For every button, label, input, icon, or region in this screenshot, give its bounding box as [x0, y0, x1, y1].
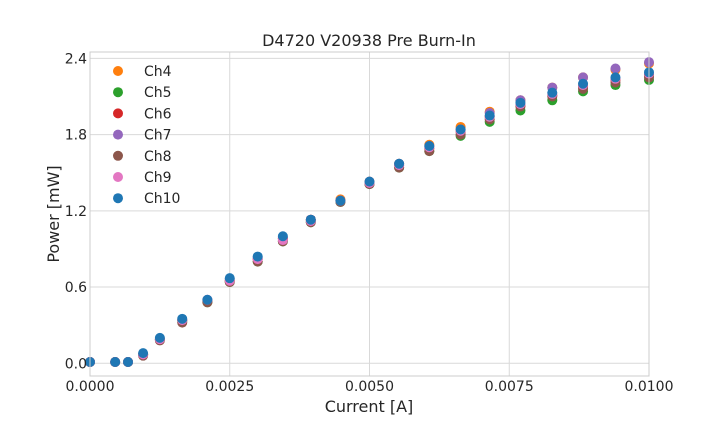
data-point — [110, 357, 121, 368]
x-axis-label: Current [A] — [325, 397, 414, 416]
chart-title: D4720 V20938 Pre Burn-In — [262, 31, 476, 50]
legend-marker — [113, 129, 123, 140]
data-point — [578, 78, 589, 89]
data-point — [610, 72, 621, 83]
x-tick-label: 0.0050 — [345, 379, 394, 395]
data-point — [252, 251, 263, 262]
legend-marker — [113, 172, 123, 182]
data-point — [123, 357, 134, 368]
y-axis-label: Power [mW] — [44, 165, 63, 262]
data-point — [224, 273, 235, 284]
data-point — [424, 141, 435, 152]
legend-label: Ch7 — [144, 128, 172, 144]
x-tick-label: 0.0000 — [66, 379, 115, 395]
legend-marker — [113, 150, 123, 161]
legend-marker — [113, 66, 123, 76]
data-point — [154, 332, 165, 343]
legend-marker — [113, 193, 123, 204]
y-tick-label: 0.6 — [65, 280, 87, 296]
data-point — [364, 176, 375, 187]
x-tick-label: 0.0075 — [485, 379, 534, 395]
y-tick-label: 1.8 — [65, 128, 87, 144]
data-point — [138, 348, 149, 359]
y-tick-label: 2.4 — [65, 51, 87, 67]
plot-frame — [89, 51, 650, 377]
data-point — [305, 214, 316, 225]
y-tick-label: 0.0 — [65, 356, 87, 372]
legend-marker — [113, 87, 123, 98]
legend-marker — [113, 108, 123, 119]
grid — [89, 52, 650, 376]
x-tick-labels: 0.0000 0.0025 0.0050 0.0075 0.0100 — [66, 379, 674, 395]
data-point — [515, 97, 526, 108]
data-point — [277, 231, 288, 242]
data-points — [85, 57, 654, 368]
x-tick-label: 0.0025 — [205, 379, 254, 395]
data-point — [394, 158, 405, 169]
legend: Ch4 Ch5 Ch6 Ch7 Ch8 Ch9 Ch10 — [113, 64, 180, 207]
legend-label: Ch5 — [144, 85, 172, 101]
legend-label: Ch6 — [144, 106, 172, 122]
legend-label: Ch8 — [144, 149, 172, 165]
x-tick-label: 0.0100 — [625, 379, 674, 395]
legend-label: Ch10 — [144, 191, 180, 207]
legend-label: Ch9 — [144, 170, 172, 186]
data-point — [455, 124, 466, 135]
y-tick-labels: 0.0 0.6 1.2 1.8 2.4 — [65, 51, 87, 372]
legend-label: Ch4 — [144, 64, 172, 80]
y-tick-label: 1.2 — [65, 204, 87, 220]
data-point — [610, 63, 621, 74]
data-point — [335, 195, 346, 206]
data-point — [202, 294, 213, 305]
data-point — [484, 110, 495, 121]
data-point — [177, 313, 188, 324]
data-point — [547, 87, 558, 98]
